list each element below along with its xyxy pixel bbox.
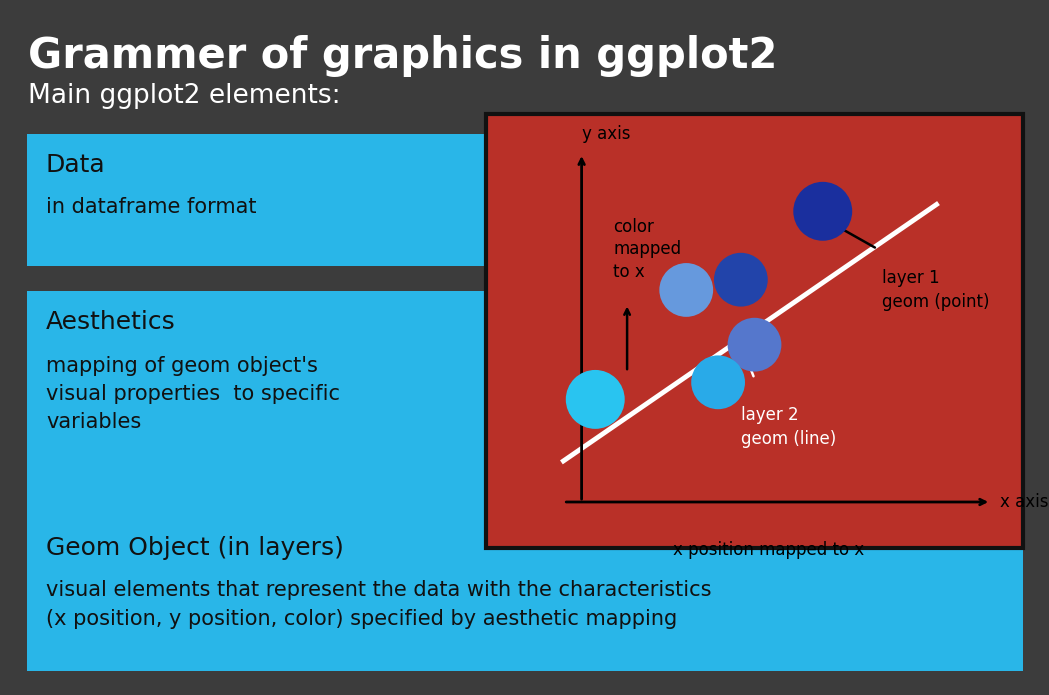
Text: Geom Object (in layers): Geom Object (in layers) xyxy=(46,536,344,560)
Text: y axis: y axis xyxy=(581,125,630,143)
Point xyxy=(814,206,831,217)
Text: Data: Data xyxy=(46,153,106,177)
Point xyxy=(710,377,727,388)
Text: color
mapped
to x: color mapped to x xyxy=(614,218,682,281)
Text: x position mapped to x: x position mapped to x xyxy=(672,541,863,559)
FancyBboxPatch shape xyxy=(27,521,1023,671)
Text: layer 1
geom (point): layer 1 geom (point) xyxy=(882,270,989,311)
Point xyxy=(586,394,603,405)
Text: Grammer of graphics in ggplot2: Grammer of graphics in ggplot2 xyxy=(28,35,777,77)
FancyBboxPatch shape xyxy=(27,291,489,548)
FancyBboxPatch shape xyxy=(486,114,1023,548)
Text: Main ggplot2 elements:: Main ggplot2 elements: xyxy=(28,83,341,109)
Text: in dataframe format: in dataframe format xyxy=(46,197,257,217)
Text: mapping of geom object's
visual properties  to specific
variables: mapping of geom object's visual properti… xyxy=(46,356,340,432)
FancyBboxPatch shape xyxy=(27,134,489,266)
Text: layer 2
geom (line): layer 2 geom (line) xyxy=(741,407,836,448)
Point xyxy=(678,284,694,295)
Point xyxy=(732,274,749,285)
Text: visual elements that represent the data with the characteristics
(x position, y : visual elements that represent the data … xyxy=(46,580,711,629)
Point xyxy=(746,339,763,350)
Text: Aesthetics: Aesthetics xyxy=(46,310,176,334)
Text: x axis: x axis xyxy=(1000,493,1049,511)
